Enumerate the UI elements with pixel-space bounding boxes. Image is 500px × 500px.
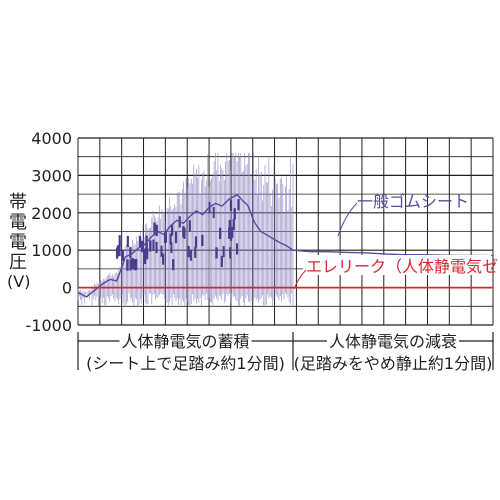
- y-axis-label-char-2: 電: [9, 212, 27, 233]
- y-tick-label: 2000: [31, 204, 72, 223]
- series-rubber-sheet-line: [77, 193, 494, 298]
- dense-segment: [170, 241, 173, 254]
- dense-segment: [228, 220, 231, 232]
- dense-segment: [194, 246, 197, 258]
- dense-segment: [212, 206, 215, 219]
- y-tick-label: 1000: [31, 241, 72, 260]
- annotation-rubber-sheet-leader: [337, 202, 358, 237]
- dense-segment: [172, 259, 175, 271]
- annotation-rubber-sheet: 一般ゴムシート: [357, 192, 469, 211]
- dense-segment: [162, 253, 165, 265]
- y-tick-label: 4000: [31, 129, 72, 148]
- dense-segment: [233, 208, 236, 220]
- dense-segment: [170, 224, 174, 236]
- dense-segment: [149, 240, 152, 252]
- dense-segment: [129, 259, 132, 271]
- phase-note: (足踏みをやめ静止約1分間): [294, 354, 493, 373]
- y-tick-label: 3000: [31, 166, 72, 185]
- dense-segment: [164, 231, 167, 243]
- dense-segment: [187, 245, 190, 258]
- annotation-eleleak-leader: [293, 269, 307, 290]
- y-axis-label-unit: (V): [7, 272, 31, 291]
- phase-title: 人体静電気の蓄積: [121, 332, 249, 351]
- y-axis-label-char-4: 圧: [9, 252, 27, 273]
- dense-segment: [145, 242, 148, 254]
- dense-segment: [219, 227, 222, 240]
- dense-segment: [183, 227, 186, 239]
- dense-segment: [153, 223, 156, 236]
- dense-segment: [115, 247, 119, 259]
- dense-segment: [135, 258, 138, 271]
- y-tick-label: 0: [62, 279, 72, 298]
- dense-segment: [232, 218, 235, 230]
- phase-labels: 人体静電気の蓄積 (シート上で足踏み約1分間) 人体静電気の減衰 (足踏みをやめ静止約…: [77, 332, 494, 373]
- phase-title: 人体静電気の減衰: [329, 332, 457, 351]
- phase-note: (シート上で足踏み約1分間): [86, 354, 285, 373]
- dense-segment: [230, 229, 233, 241]
- dense-segment: [174, 231, 178, 244]
- dense-segment: [182, 226, 185, 238]
- dense-segment: [194, 236, 198, 248]
- dense-segment: [229, 247, 232, 259]
- annotation-eleleak: エレリーク（人体静電気ゼロ）: [306, 257, 500, 276]
- dense-segment: [121, 249, 124, 261]
- dense-segment: [131, 257, 134, 270]
- dense-segment: [129, 247, 132, 259]
- dense-segment: [155, 241, 158, 254]
- series-layer: [77, 152, 494, 307]
- dense-segment: [228, 227, 231, 239]
- dense-segment: [215, 247, 218, 259]
- y-axis-label-char-1: 帯: [9, 192, 27, 213]
- dense-segment: [169, 233, 172, 245]
- y-tick-labels: 4000 3000 2000 1000 0 -1000: [26, 129, 73, 335]
- dense-segment: [229, 199, 233, 211]
- dense-segment: [237, 199, 240, 211]
- dense-segment: [222, 245, 225, 258]
- y-axis-label-char-3: 電: [9, 232, 27, 253]
- dense-segment: [118, 244, 121, 257]
- dense-segment: [160, 245, 163, 257]
- y-tick-label: -1000: [26, 316, 73, 335]
- dense-segment: [145, 235, 148, 247]
- dense-segment: [133, 259, 136, 271]
- annotation-eleleak-bg: [303, 255, 491, 275]
- dense-segment: [138, 236, 142, 248]
- dense-segment: [220, 255, 223, 268]
- dense-segment: [143, 250, 146, 262]
- dense-segment: [152, 239, 155, 251]
- dense-segment: [155, 224, 158, 237]
- dense-segment: [189, 249, 192, 261]
- dense-segment: [235, 243, 239, 255]
- dense-segment: [231, 226, 234, 238]
- dense-segment: [118, 235, 121, 247]
- dense-segment: [188, 220, 191, 232]
- dense-segment: [126, 235, 129, 248]
- dense-segment: [126, 259, 129, 271]
- dense-segment: [201, 234, 204, 247]
